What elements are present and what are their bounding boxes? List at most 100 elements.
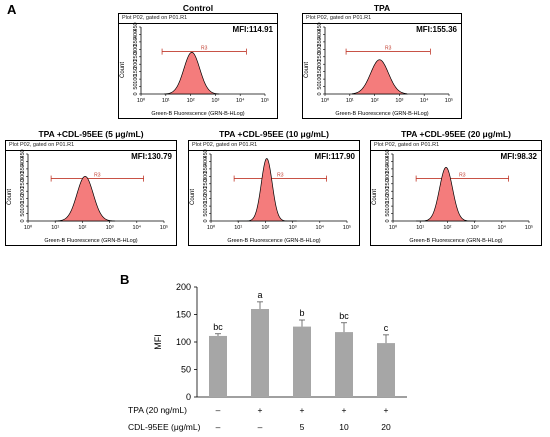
y-tick-label: 300 [203, 172, 209, 181]
bar-y-tick-label: 100 [176, 337, 191, 347]
x-tick-label: 10⁰ [207, 224, 216, 231]
y-tick-label: 450 [385, 149, 391, 158]
y-tick-label: 250 [385, 179, 391, 188]
x-axis-label: Green-B Fluorescence (GRN-B-HLog) [227, 238, 321, 244]
x-tick-label: 10² [371, 98, 379, 104]
y-tick-label: 100 [385, 202, 391, 211]
x-tick-label: 10³ [211, 98, 219, 104]
bar-y-tick-label: 0 [186, 392, 191, 402]
bar [335, 332, 353, 397]
plot-header-divider [189, 150, 359, 151]
y-tick-label: 150 [133, 67, 139, 76]
plot-header: Plot P02, gated on P01.R1 [122, 15, 188, 21]
mfi-value: MFI:155.36 [416, 25, 457, 34]
y-tick-label: 150 [203, 194, 209, 203]
y-tick-label: 450 [133, 22, 139, 31]
significance-label: a [257, 290, 262, 300]
y-tick-label: 50 [133, 83, 139, 89]
treatment-cell: + [258, 405, 263, 415]
plot-header-divider [371, 150, 541, 151]
x-tick-label: 10⁴ [316, 224, 325, 231]
treatment-cell: 20 [381, 422, 391, 432]
y-tick-label: 400 [317, 30, 323, 39]
y-tick-label: 300 [317, 45, 323, 54]
bar [251, 309, 269, 397]
bar [377, 343, 395, 397]
y-tick-label: 100 [20, 202, 26, 211]
y-tick-label: 0 [20, 219, 26, 222]
significance-label: c [384, 323, 389, 333]
y-tick-label: 400 [203, 157, 209, 166]
y-tick-label: 100 [317, 75, 323, 84]
treatment-cell: + [342, 405, 347, 415]
x-tick-label: 10¹ [346, 98, 354, 104]
x-tick-label: 10⁴ [420, 97, 429, 104]
mfi-value: MFI:98.32 [500, 152, 537, 161]
y-tick-label: 0 [317, 92, 323, 95]
y-tick-label: 150 [20, 194, 26, 203]
gate-label: R3 [459, 173, 466, 179]
x-tick-label: 10³ [289, 225, 297, 231]
y-tick-label: 50 [20, 210, 26, 216]
plot-header: Plot P02, gated on P01.R1 [374, 142, 440, 148]
y-tick-label: 100 [203, 202, 209, 211]
x-tick-label: 10⁰ [24, 224, 33, 231]
y-tick-label: 200 [203, 187, 209, 196]
histogram-panel-cdl-5: Plot P02, gated on P01.R1 MFI:130.79 Green… [5, 140, 177, 246]
treatment-cell: 5 [300, 422, 305, 432]
plot-header: Plot P02, gated on P01.R1 [192, 142, 258, 148]
y-tick-label: 450 [203, 149, 209, 158]
y-tick-label: 250 [133, 52, 139, 61]
treatment-cell: + [384, 405, 389, 415]
bar [209, 335, 227, 397]
mfi-value: MFI:130.79 [131, 152, 172, 161]
y-tick-label: 50 [385, 210, 391, 216]
histogram-panel-tpa: Plot P02, gated on P01.R1 MFI:155.36 Green… [302, 13, 462, 119]
bar-y-axis-label: MFI [153, 334, 163, 350]
mfi-value: MFI:114.91 [232, 25, 273, 34]
plot-header: Plot P02, gated on P01.R1 [9, 142, 75, 148]
y-tick-label: 0 [385, 219, 391, 222]
histogram-panel-cdl-20: Plot P02, gated on P01.R1 MFI:98.32 Green-… [370, 140, 542, 246]
x-axis-label: Green-B Fluorescence (GRN-B-HLog) [409, 238, 503, 244]
x-axis-label: Green-B Fluorescence (GRN-B-HLog) [151, 111, 245, 117]
y-tick-label: 450 [317, 22, 323, 31]
treatment-cell: 10 [339, 422, 349, 432]
y-tick-label: 200 [385, 187, 391, 196]
treatment-row-label: TPA (20 ng/mL) [128, 405, 187, 415]
bar-y-tick-label: 200 [176, 282, 191, 292]
histogram-curve [54, 175, 116, 222]
y-tick-label: 350 [203, 164, 209, 173]
x-tick-label: 10⁰ [137, 97, 146, 104]
x-tick-label: 10² [187, 98, 195, 104]
panel-b-label: B [120, 272, 130, 287]
gate-label: R3 [94, 173, 101, 179]
y-tick-label: 150 [385, 194, 391, 203]
histogram-panel-cdl-10: Plot P02, gated on P01.R1 MFI:117.90 Green… [188, 140, 360, 246]
histogram-title-cdl-10: TPA +CDL-95EE (10 μg/mL) [219, 129, 329, 139]
x-tick-label: 10⁴ [133, 224, 142, 231]
bar [293, 326, 311, 397]
y-tick-label: 250 [20, 179, 26, 188]
treatment-row-label: CDL-95EE (μg/mL) [128, 422, 201, 432]
x-tick-label: 10⁰ [389, 224, 398, 231]
y-tick-label: 300 [385, 172, 391, 181]
histogram-curve [236, 158, 297, 222]
histogram-panel-control: Plot P02, gated on P01.R1 MFI:114.91 Green… [118, 13, 278, 119]
panel-a-label: A [7, 2, 17, 17]
x-tick-label: 10³ [471, 225, 479, 231]
y-tick-label: 250 [203, 179, 209, 188]
significance-label: bc [213, 322, 223, 332]
y-tick-label: 400 [20, 157, 26, 166]
mfi-value: MFI:117.90 [314, 152, 355, 161]
y-tick-label: 400 [133, 30, 139, 39]
plot-header-divider [119, 23, 277, 24]
y-tick-label: 50 [317, 83, 323, 89]
x-tick-label: 10¹ [234, 225, 242, 231]
y-tick-label: 350 [133, 37, 139, 46]
histogram-curve [164, 51, 220, 95]
histogram-curve [351, 59, 408, 95]
